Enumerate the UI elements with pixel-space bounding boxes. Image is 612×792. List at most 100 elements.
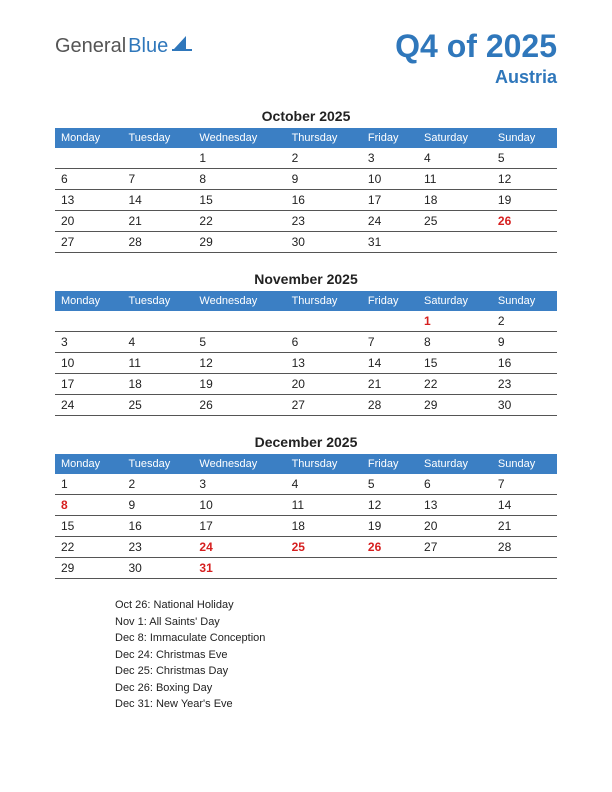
day-cell xyxy=(418,558,492,579)
day-cell: 4 xyxy=(122,332,193,353)
day-cell: 1 xyxy=(55,474,122,495)
table-row: 15161718192021 xyxy=(55,516,557,537)
table-row: 12345 xyxy=(55,148,557,169)
day-header: Friday xyxy=(362,128,418,148)
day-cell xyxy=(362,311,418,332)
day-cell: 15 xyxy=(55,516,122,537)
day-cell xyxy=(418,232,492,253)
day-cell: 28 xyxy=(122,232,193,253)
day-cell: 11 xyxy=(122,353,193,374)
month-title: December 2025 xyxy=(55,434,557,450)
table-row: 13141516171819 xyxy=(55,190,557,211)
day-cell: 16 xyxy=(492,353,557,374)
day-cell xyxy=(492,558,557,579)
day-cell xyxy=(362,558,418,579)
table-row: 3456789 xyxy=(55,332,557,353)
day-header: Wednesday xyxy=(193,128,285,148)
page-title: Q4 of 2025 xyxy=(395,28,557,65)
day-cell xyxy=(286,558,362,579)
day-cell: 29 xyxy=(193,232,285,253)
table-row: 20212223242526 xyxy=(55,211,557,232)
day-cell: 31 xyxy=(362,232,418,253)
day-cell: 27 xyxy=(286,395,362,416)
months-container: October 2025 MondayTuesdayWednesdayThursd… xyxy=(55,108,557,579)
day-cell: 9 xyxy=(492,332,557,353)
table-row: 10111213141516 xyxy=(55,353,557,374)
day-header: Saturday xyxy=(418,291,492,311)
day-cell: 29 xyxy=(55,558,122,579)
day-cell: 20 xyxy=(286,374,362,395)
day-cell: 12 xyxy=(193,353,285,374)
day-cell xyxy=(122,311,193,332)
day-cell: 12 xyxy=(362,495,418,516)
day-cell: 1 xyxy=(193,148,285,169)
month-block: November 2025MondayTuesdayWednesdayThurs… xyxy=(55,271,557,416)
day-cell: 13 xyxy=(418,495,492,516)
day-cell: 17 xyxy=(193,516,285,537)
day-cell xyxy=(286,311,362,332)
day-cell: 18 xyxy=(122,374,193,395)
calendar-table: MondayTuesdayWednesdayThursdayFridaySatu… xyxy=(55,454,557,579)
title-block: Q4 of 2025 Austria xyxy=(395,28,557,88)
day-cell: 13 xyxy=(55,190,122,211)
day-cell: 21 xyxy=(122,211,193,232)
day-cell: 23 xyxy=(492,374,557,395)
table-row: 17181920212223 xyxy=(55,374,557,395)
holiday-item: Oct 26: National Holiday xyxy=(115,597,557,614)
day-cell: 12 xyxy=(492,169,557,190)
day-header: Saturday xyxy=(418,454,492,474)
calendar-table: MondayTuesdayWednesdayThursdayFridaySatu… xyxy=(55,291,557,416)
day-cell: 5 xyxy=(362,474,418,495)
day-cell: 30 xyxy=(286,232,362,253)
day-cell: 26 xyxy=(193,395,285,416)
day-header: Sunday xyxy=(492,291,557,311)
day-cell: 21 xyxy=(492,516,557,537)
day-cell: 5 xyxy=(492,148,557,169)
day-header: Thursday xyxy=(286,128,362,148)
day-cell: 8 xyxy=(193,169,285,190)
holiday-item: Nov 1: All Saints' Day xyxy=(115,614,557,631)
day-cell: 27 xyxy=(418,537,492,558)
month-block: October 2025 MondayTuesdayWednesdayThursd… xyxy=(55,108,557,253)
day-cell: 15 xyxy=(193,190,285,211)
day-cell: 15 xyxy=(418,353,492,374)
day-header: Saturday xyxy=(418,128,492,148)
day-header: Friday xyxy=(362,291,418,311)
day-cell: 14 xyxy=(362,353,418,374)
day-cell xyxy=(55,311,122,332)
day-cell: 16 xyxy=(286,190,362,211)
day-cell: 18 xyxy=(286,516,362,537)
table-row: 2728293031 xyxy=(55,232,557,253)
day-cell: 25 xyxy=(418,211,492,232)
table-row: 6789101112 xyxy=(55,169,557,190)
day-cell: 25 xyxy=(286,537,362,558)
day-cell: 16 xyxy=(122,516,193,537)
day-cell: 19 xyxy=(492,190,557,211)
day-header: Wednesday xyxy=(193,291,285,311)
day-cell: 20 xyxy=(418,516,492,537)
page-subtitle: Austria xyxy=(395,67,557,88)
day-cell: 11 xyxy=(286,495,362,516)
logo-text-general: General xyxy=(55,35,126,58)
calendar-table: MondayTuesdayWednesdayThursdayFridaySatu… xyxy=(55,128,557,253)
day-cell: 10 xyxy=(362,169,418,190)
day-cell: 1 xyxy=(418,311,492,332)
day-cell: 6 xyxy=(286,332,362,353)
day-cell: 8 xyxy=(418,332,492,353)
day-cell: 17 xyxy=(55,374,122,395)
day-header: Monday xyxy=(55,128,122,148)
table-row: 24252627282930 xyxy=(55,395,557,416)
day-cell: 3 xyxy=(193,474,285,495)
day-cell: 4 xyxy=(418,148,492,169)
day-cell xyxy=(492,232,557,253)
day-cell xyxy=(55,148,122,169)
day-cell: 23 xyxy=(286,211,362,232)
holiday-item: Dec 25: Christmas Day xyxy=(115,663,557,680)
day-cell: 26 xyxy=(362,537,418,558)
day-cell: 23 xyxy=(122,537,193,558)
day-header: Thursday xyxy=(286,454,362,474)
day-cell: 7 xyxy=(492,474,557,495)
month-title: October 2025 xyxy=(55,108,557,124)
table-row: 12 xyxy=(55,311,557,332)
table-row: 891011121314 xyxy=(55,495,557,516)
